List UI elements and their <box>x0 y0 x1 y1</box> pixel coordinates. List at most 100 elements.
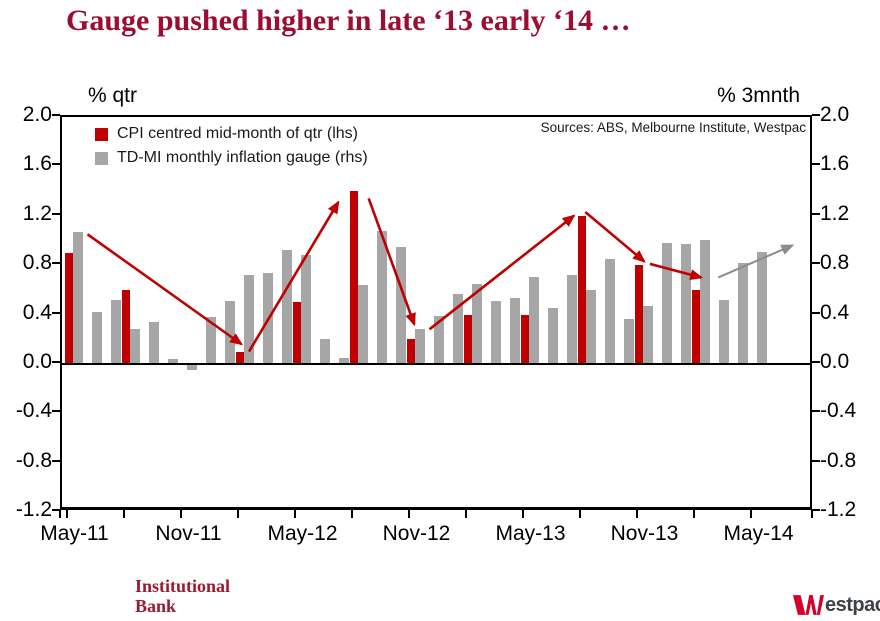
legend-item-gauge: TD-MI monthly inflation gauge (rhs) <box>95 149 368 167</box>
x-tick-label: May-11 <box>40 522 109 545</box>
y-tick-label-left: 0.4 <box>22 300 52 324</box>
cpi-bar <box>463 314 472 364</box>
gauge-bar <box>281 250 292 364</box>
x-tick-mark <box>464 510 467 518</box>
gauge-bar <box>623 319 634 364</box>
gauge-bar <box>186 363 197 371</box>
gauge-bar <box>357 284 368 364</box>
cpi-bar <box>235 351 244 364</box>
gauge-bar <box>300 255 311 364</box>
legend: CPI centred mid-month of qtr (lhs) TD-MI… <box>95 125 368 173</box>
gauge-bar <box>699 240 710 364</box>
y-tick-label-right: 2.0 <box>820 103 850 126</box>
x-tick-mark <box>65 510 68 518</box>
y-tick-label-right: -1.2 <box>820 498 857 521</box>
y-tick-mark <box>812 360 820 363</box>
gauge-bar <box>243 275 254 364</box>
gauge-bar <box>262 272 273 364</box>
gauge-bar <box>756 251 767 364</box>
gauge-bar <box>376 230 387 364</box>
x-tick-mark <box>635 510 638 518</box>
gauge-bar <box>661 242 672 364</box>
y-tick-label-left: 1.6 <box>22 152 52 176</box>
cpi-bar <box>691 289 700 364</box>
x-tick-mark <box>293 510 296 518</box>
y-tick-label-right: 0.0 <box>820 349 850 373</box>
institutional-bank-logo: Institutional Bank <box>135 576 230 616</box>
y-tick-label-left: -0.4 <box>15 399 52 423</box>
y-tick-label-right: -0.4 <box>820 399 857 423</box>
trend-arrow <box>649 262 704 280</box>
gauge-bar <box>509 298 520 364</box>
x-tick-mark <box>692 510 695 518</box>
gauge-bar <box>680 244 691 364</box>
x-tick-mark <box>350 510 353 518</box>
y-tick-mark <box>52 360 60 363</box>
gauge-bar <box>110 299 121 364</box>
gauge-bar <box>718 299 729 364</box>
legend-swatch-gauge <box>95 151 108 165</box>
gauge-bar <box>395 246 406 364</box>
y-tick-mark <box>812 459 820 462</box>
x-tick-mark <box>521 510 524 518</box>
x-tick-mark <box>236 510 239 518</box>
cpi-bar <box>121 289 130 364</box>
legend-label-gauge: TD-MI monthly inflation gauge (rhs) <box>117 149 368 166</box>
westpac-logo: estpac <box>793 593 880 617</box>
legend-item-cpi: CPI centred mid-month of qtr (lhs) <box>95 125 368 143</box>
x-tick-label: Nov-11 <box>155 522 222 545</box>
y-tick-mark <box>812 311 820 314</box>
x-tick-mark <box>749 510 752 518</box>
y-tick-label-left: -1.2 <box>15 498 52 521</box>
x-tick-label: May-13 <box>495 522 566 545</box>
gauge-bar <box>585 289 596 364</box>
y-tick-mark <box>52 509 60 511</box>
y-tick-mark <box>52 163 60 166</box>
y-tick-mark <box>812 509 820 511</box>
gauge-bar <box>433 315 444 364</box>
x-tick-label: May-14 <box>723 522 794 545</box>
gauge-bar <box>91 312 102 364</box>
gauge-bar <box>490 300 501 364</box>
y-tick-label-left: -0.8 <box>15 448 52 472</box>
cpi-bar <box>292 302 301 364</box>
y-tick-mark <box>52 459 60 462</box>
chart-title: Gauge pushed higher in late ‘13 early ‘1… <box>66 4 631 37</box>
y-tick-mark <box>52 262 60 265</box>
y-tick-label-right: 1.2 <box>820 201 850 225</box>
gauge-bar <box>566 275 577 364</box>
trend-arrow <box>717 244 795 279</box>
y-tick-mark <box>52 311 60 314</box>
gauge-bar <box>224 300 235 364</box>
gauge-bar <box>148 321 159 364</box>
gauge-bar <box>452 293 463 364</box>
x-tick-mark <box>578 510 581 518</box>
x-tick-label: May-12 <box>267 522 338 545</box>
cpi-bar <box>406 339 415 364</box>
y-tick-label-left: 0.8 <box>22 251 52 275</box>
plot-area: CPI centred mid-month of qtr (lhs) TD-MI… <box>60 115 812 510</box>
y-tick-mark <box>812 262 820 265</box>
y-tick-mark <box>812 410 820 413</box>
y-tick-label-right: 0.4 <box>820 300 850 324</box>
cpi-bar <box>634 265 643 364</box>
x-tick-label: Nov-13 <box>610 522 679 545</box>
institutional-text: Institutional <box>135 576 231 596</box>
x-tick-mark <box>179 510 182 518</box>
sources-note: Sources: ABS, Melbourne Institute, Westp… <box>540 120 806 135</box>
westpac-text: estpac <box>825 593 880 616</box>
legend-label-cpi: CPI centred mid-month of qtr (lhs) <box>117 125 358 142</box>
y-tick-label-left: 0.0 <box>22 349 52 373</box>
cpi-bar <box>349 191 358 364</box>
y-tick-mark <box>52 212 60 215</box>
zero-axis-line <box>62 362 810 365</box>
gauge-bar <box>338 357 349 364</box>
gauge-bar <box>604 258 615 364</box>
bank-text: Bank <box>135 596 177 617</box>
y-tick-mark <box>52 410 60 413</box>
y-tick-mark <box>812 163 820 166</box>
y-tick-label-right: 1.6 <box>820 152 850 176</box>
cpi-bar <box>64 252 73 364</box>
cpi-bar <box>577 215 586 364</box>
gauge-bar <box>414 329 425 364</box>
